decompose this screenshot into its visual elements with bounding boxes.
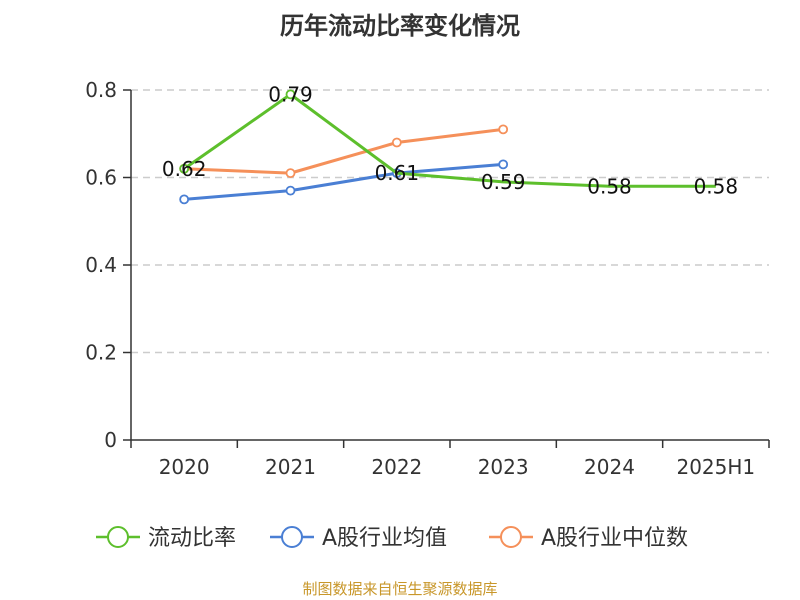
chart-title: 历年流动比率变化情况 — [280, 12, 520, 40]
data-point — [285, 185, 296, 196]
x-tick-label: 2020 — [159, 455, 210, 479]
data-point — [391, 137, 402, 148]
data-label: 0.61 — [375, 161, 420, 185]
legend-label: 流动比率 — [148, 526, 236, 551]
data-point — [498, 159, 509, 170]
data-label: 0.58 — [694, 174, 739, 198]
data-point — [498, 124, 509, 135]
data-labels: 0.62 0.79 0.61 0.59 0.58 0.58 — [162, 82, 738, 198]
legend-item[interactable]: 流动比率 — [96, 526, 236, 551]
grid-lines — [131, 89, 769, 354]
source-note: 制图数据来自恒生聚源数据库 — [302, 580, 498, 598]
y-tick-label: 0.8 — [85, 78, 117, 102]
y-tick-label: 0.4 — [85, 253, 117, 277]
x-tick-label: 2025H1 — [676, 455, 755, 479]
x-tick-label: 2024 — [584, 455, 635, 479]
legend-swatch-marker — [107, 526, 129, 548]
data-point — [285, 168, 296, 179]
data-point — [179, 194, 190, 205]
legend-swatch-marker — [281, 526, 303, 548]
series-line-2 — [184, 127, 504, 175]
legend[interactable]: 流动比率 A股行业均值 A股行业中位数 — [96, 526, 688, 551]
data-point — [179, 163, 190, 174]
legend-label: A股行业均值 — [322, 526, 447, 551]
y-tick-label: 0.6 — [85, 166, 117, 190]
data-label: 0.62 — [162, 157, 207, 181]
axes: 0 0.2 0.4 0.6 0.8 2020 2021 2022 2023 2024 2025H1 — [85, 78, 770, 479]
series-line-1 — [184, 162, 504, 201]
data-point — [285, 89, 296, 100]
legend-swatch-marker — [500, 526, 522, 548]
legend-label: A股行业中位数 — [541, 526, 688, 551]
series-lines — [179, 89, 716, 205]
data-label: 0.58 — [587, 174, 632, 198]
x-tick-label: 2021 — [265, 455, 316, 479]
y-tick-label: 0.2 — [85, 341, 117, 365]
data-label: 0.79 — [268, 82, 313, 106]
data-label: 0.59 — [481, 170, 526, 194]
x-tick-label: 2022 — [371, 455, 422, 479]
y-tick-label: 0 — [104, 428, 117, 452]
legend-item[interactable]: A股行业中位数 — [489, 526, 688, 551]
series-line-0 — [183, 92, 716, 188]
legend-item[interactable]: A股行业均值 — [270, 526, 447, 551]
x-tick-label: 2023 — [478, 455, 529, 479]
